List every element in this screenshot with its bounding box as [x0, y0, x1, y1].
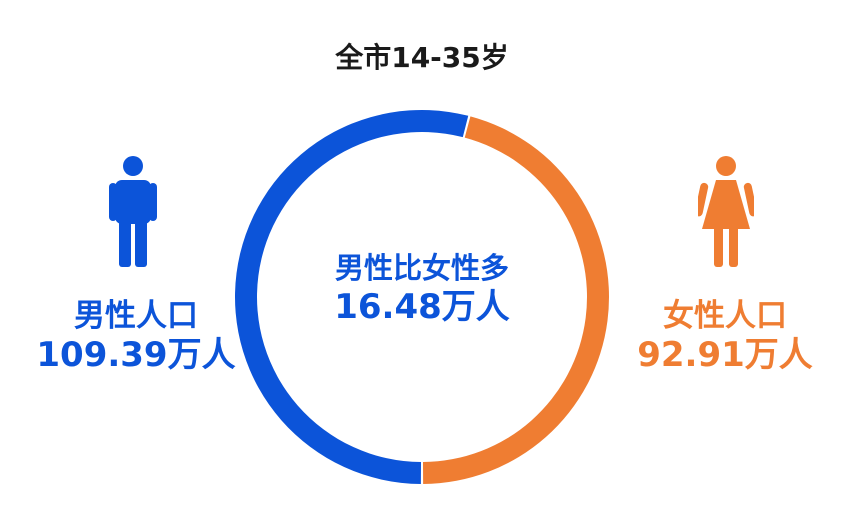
center-label-line1: 男性比女性多	[334, 251, 509, 285]
center-label-line2: 16.48万人	[334, 287, 510, 328]
female-population-label: 女性人口	[663, 298, 787, 334]
female-person-icon	[698, 156, 754, 267]
center-label: 男性比女性多 16.48万人	[272, 250, 572, 329]
female-population-value: 92.91万人	[637, 335, 813, 376]
donut-slice-female	[422, 116, 610, 484]
female-population: 女性人口 92.91万人	[610, 298, 840, 376]
chart-title: 全市14-35岁	[335, 41, 509, 74]
male-population-label: 男性人口	[74, 298, 198, 334]
male-person-icon	[109, 156, 157, 267]
male-population: 男性人口 109.39万人	[18, 298, 254, 376]
male-population-value: 109.39万人	[36, 335, 236, 376]
